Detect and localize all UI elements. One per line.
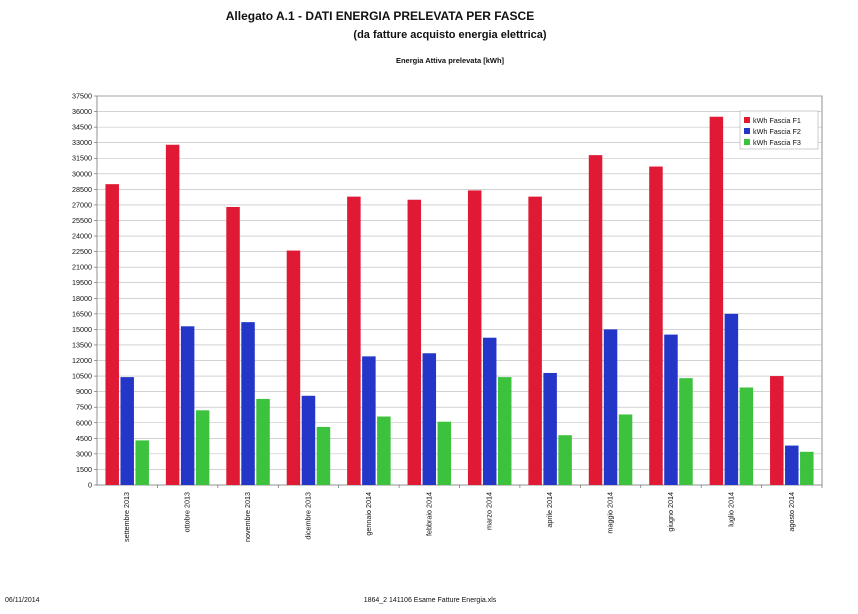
bar-2-6 xyxy=(422,353,437,485)
bar-2-11 xyxy=(724,313,739,485)
bar-3-6 xyxy=(437,421,452,485)
legend-label-3: kWh Fascia F3 xyxy=(753,138,801,147)
bar-1-8 xyxy=(528,196,542,485)
y-tick-label: 6000 xyxy=(76,418,92,427)
bar-2-3 xyxy=(241,322,255,485)
legend-box xyxy=(739,110,819,150)
y-tick-label: 24000 xyxy=(72,232,92,241)
bar-3-9 xyxy=(618,414,633,485)
x-category-label: settembre 2013 xyxy=(122,492,131,542)
y-tick-label: 0 xyxy=(88,481,92,490)
x-category-label: dicembre 2013 xyxy=(303,492,312,540)
bar-3-7 xyxy=(497,377,512,485)
bar-2-2 xyxy=(180,326,195,485)
bar-2-12 xyxy=(785,445,799,485)
bar-2-10 xyxy=(664,334,678,485)
bar-1-1 xyxy=(105,184,119,485)
y-tick-label: 15000 xyxy=(72,325,92,334)
document-subtitle: (da fatture acquisto energia elettrica) xyxy=(353,29,547,41)
bar-3-10 xyxy=(679,378,693,485)
y-tick-label: 30000 xyxy=(72,169,92,178)
legend-swatch-3 xyxy=(744,139,750,145)
x-category-label: novembre 2013 xyxy=(243,492,252,542)
bar-3-4 xyxy=(316,426,331,485)
legend-label-2: kWh Fascia F2 xyxy=(753,127,801,136)
bar-3-2 xyxy=(195,410,210,485)
y-tick-label: 22500 xyxy=(72,247,92,256)
x-category-label: ottobre 2013 xyxy=(183,492,192,532)
bar-3-1 xyxy=(135,440,149,485)
bar-3-3 xyxy=(256,398,270,485)
document-title: Allegato A.1 - DATI ENERGIA PRELEVATA PE… xyxy=(225,9,535,23)
footer-date: 06/11/2014 xyxy=(5,597,40,604)
bar-2-9 xyxy=(603,329,618,485)
bar-1-4 xyxy=(286,250,301,485)
y-tick-label: 18000 xyxy=(72,294,92,303)
bar-3-8 xyxy=(558,435,572,485)
legend-swatch-1 xyxy=(744,117,750,123)
bar-1-3 xyxy=(226,206,240,485)
bar-1-12 xyxy=(770,376,784,485)
bar-1-6 xyxy=(407,199,422,485)
x-category-label: maggio 2014 xyxy=(606,492,615,534)
y-tick-label: 19500 xyxy=(72,278,92,287)
footer-filename: 1864_2 141106 Esame Fatture Energia.xls xyxy=(363,597,497,604)
chart-title: Energia Attiva prelevata [kWh] xyxy=(395,56,505,65)
bar-1-11 xyxy=(709,116,724,485)
bar-3-5 xyxy=(377,416,391,485)
x-category-label: febbraio 2014 xyxy=(424,492,433,536)
bar-1-2 xyxy=(165,144,180,485)
x-category-label: marzo 2014 xyxy=(485,492,494,530)
y-tick-label: 27000 xyxy=(72,200,92,209)
y-tick-label: 21000 xyxy=(72,263,92,272)
bar-1-7 xyxy=(467,190,482,485)
x-category-label: aprile 2014 xyxy=(545,492,554,528)
y-tick-label: 36000 xyxy=(72,107,92,116)
y-tick-label: 28500 xyxy=(72,185,92,194)
y-tick-label: 13500 xyxy=(72,340,92,349)
y-tick-label: 1500 xyxy=(76,465,92,474)
bar-1-10 xyxy=(649,166,663,485)
y-tick-label: 25500 xyxy=(72,216,92,225)
y-tick-label: 3000 xyxy=(76,449,92,458)
plot-area xyxy=(96,95,823,486)
y-tick-label: 12000 xyxy=(72,356,92,365)
y-tick-label: 31500 xyxy=(72,154,92,163)
legend-label-1: kWh Fascia F1 xyxy=(753,116,801,125)
y-tick-label: 4500 xyxy=(76,434,92,443)
y-tick-label: 37500 xyxy=(72,92,92,101)
bar-2-8 xyxy=(543,372,557,485)
y-tick-label: 9000 xyxy=(76,387,92,396)
bar-3-11 xyxy=(739,387,754,485)
y-tick-label: 34500 xyxy=(72,123,92,132)
bar-1-5 xyxy=(347,196,361,485)
x-category-label: giugno 2014 xyxy=(666,492,675,532)
y-tick-label: 16500 xyxy=(72,309,92,318)
y-tick-label: 7500 xyxy=(76,403,92,412)
x-category-label: agosto 2014 xyxy=(787,492,796,532)
y-tick-label: 33000 xyxy=(72,138,92,147)
bar-2-1 xyxy=(120,377,134,485)
x-category-label: gennaio 2014 xyxy=(364,492,373,536)
x-category-label: luglio 2014 xyxy=(726,492,735,527)
y-tick-label: 10500 xyxy=(72,372,92,381)
legend-swatch-2 xyxy=(744,128,750,134)
bar-3-12 xyxy=(800,451,814,485)
bar-2-4 xyxy=(301,395,316,485)
bar-2-7 xyxy=(482,337,497,485)
bar-2-5 xyxy=(362,356,376,485)
bar-1-9 xyxy=(588,155,603,486)
